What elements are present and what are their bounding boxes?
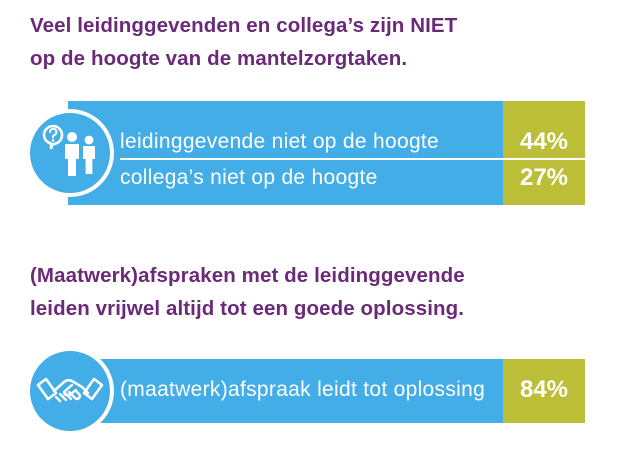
row-label-leidinggevende: leidinggevende niet op de hoogte (120, 130, 440, 153)
row-label-afspraak: (maatwerk)afspraak leidt tot oplossing (120, 378, 486, 401)
section1-bar (68, 101, 503, 205)
row-value-leidinggevende: 44% (519, 128, 569, 155)
section1-score-panel (503, 101, 585, 205)
handshake-icon (26, 347, 114, 435)
row-divider (120, 158, 585, 160)
section2-score-panel (503, 359, 585, 423)
section2-heading-line1: (Maatwerk)afspraken met de leidinggevend… (30, 264, 465, 287)
section1-heading-line1: Veel leidinggevenden en collega’s zijn N… (30, 14, 458, 37)
row-label-collegas: collega’s niet op de hoogte (120, 166, 378, 189)
row-value-collegas: 27% (519, 164, 569, 191)
row-value-afspraak: 84% (519, 376, 569, 403)
section1-heading: Veel leidinggevenden en collega’s zijn N… (30, 9, 457, 75)
section2-heading: (Maatwerk)afspraken met de leidinggevend… (30, 259, 465, 325)
section2-bar (68, 359, 503, 423)
section1-heading-line2: op de hoogte van de mantelzorgtaken. (30, 47, 408, 70)
people-question-icon (26, 109, 114, 197)
section2-heading-line2: leiden vrijwel altijd tot een goede oplo… (30, 297, 465, 320)
